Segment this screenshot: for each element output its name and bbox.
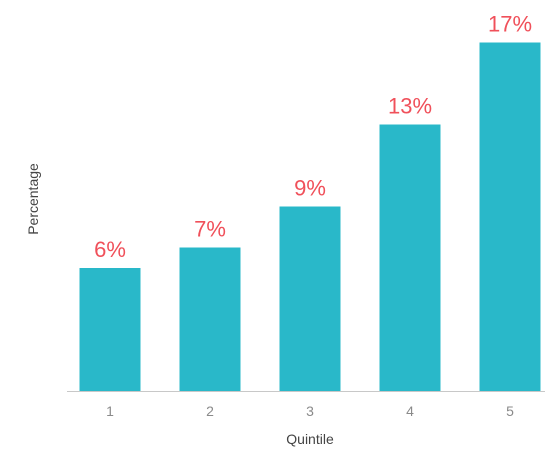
data-label-5: 17% bbox=[488, 12, 532, 37]
x-axis-title: Quintile bbox=[286, 431, 334, 447]
y-axis-title: Percentage bbox=[25, 163, 41, 235]
bar-2 bbox=[179, 247, 241, 391]
data-labels-group: 6% 7% 9% 13% 17% bbox=[94, 12, 532, 263]
x-tick-label-2: 2 bbox=[206, 403, 214, 419]
bar-4 bbox=[379, 124, 441, 391]
bar-3 bbox=[279, 206, 341, 391]
data-label-1: 6% bbox=[94, 237, 126, 262]
bars-group bbox=[79, 42, 541, 391]
data-label-2: 7% bbox=[194, 217, 226, 242]
bar-5 bbox=[479, 42, 541, 391]
x-tick-labels-group: 1 2 3 4 5 bbox=[106, 403, 514, 419]
data-label-3: 9% bbox=[294, 176, 326, 201]
x-tick-label-5: 5 bbox=[506, 403, 514, 419]
data-label-4: 13% bbox=[388, 94, 432, 119]
x-tick-label-1: 1 bbox=[106, 403, 114, 419]
x-tick-label-4: 4 bbox=[406, 403, 414, 419]
x-tick-label-3: 3 bbox=[306, 403, 314, 419]
bar-1 bbox=[79, 268, 141, 391]
